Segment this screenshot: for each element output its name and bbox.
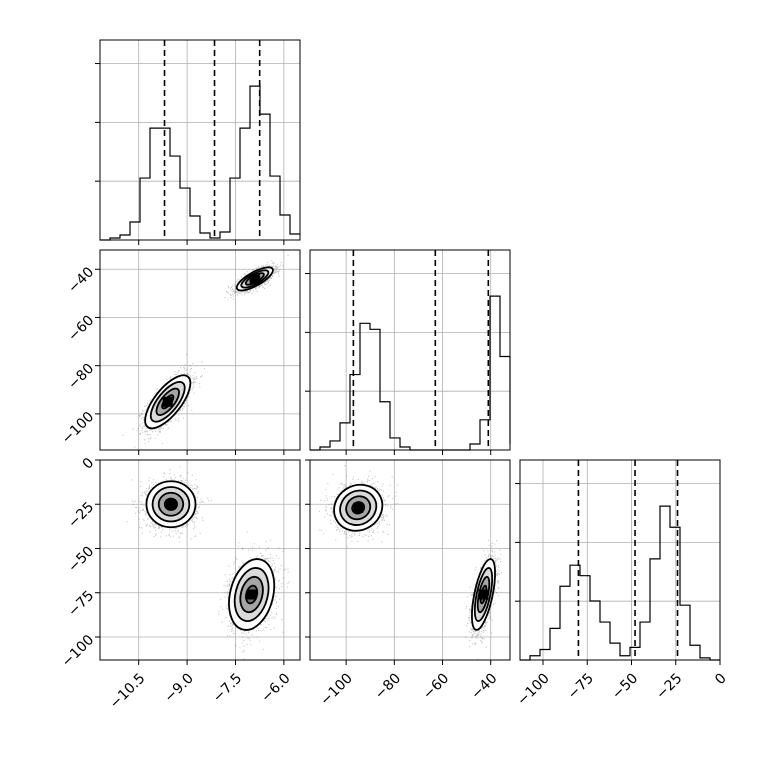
- y-tick-label: −25: [65, 499, 97, 531]
- histogram-panel-2: −100 −75 −50 −25 0: [514, 459, 730, 709]
- x-tick-label: −10.5: [107, 670, 149, 712]
- density-peak: [246, 589, 257, 600]
- scatter-panel-0-1: −100 −80 −60 −40: [59, 249, 301, 455]
- cluster-1: [224, 254, 289, 300]
- histogram-step: [310, 295, 511, 451]
- scatter-panel-1-2: −100 −80 −60 −40: [305, 459, 511, 709]
- scatter-panel-0-2: −10.5 −9.0 −7.5 −6.0 −100 −75 −50 −25 0: [59, 455, 301, 712]
- scatter-points: [122, 354, 205, 448]
- y-tick-label: −60: [65, 312, 97, 344]
- x-tick-label: −6.0: [258, 670, 293, 705]
- x-tick-label: −25: [653, 670, 685, 702]
- x-tick-label: −50: [609, 670, 641, 702]
- scatter-contents: [126, 466, 290, 660]
- x-tick-label: −100: [514, 670, 553, 709]
- y-tick-label: −75: [65, 588, 97, 620]
- x-tick-label: −75: [565, 670, 597, 702]
- x-tick-label: −7.5: [210, 670, 245, 705]
- density-peak: [478, 589, 489, 600]
- x-tick-label: −60: [420, 670, 452, 702]
- panel-frame: [99, 39, 301, 241]
- y-tick-label: −80: [65, 361, 97, 393]
- y-tick-label: 0: [80, 455, 98, 473]
- cluster-1: [465, 539, 502, 660]
- histogram-step: [520, 505, 720, 661]
- panel-frame: [309, 249, 511, 451]
- x-tick-label: 0: [712, 670, 730, 688]
- x-tick-label: −80: [372, 670, 404, 702]
- x-tick-label: −40: [468, 670, 500, 702]
- panel-frame: [519, 459, 721, 661]
- panel-frame: [99, 459, 301, 661]
- cluster-1: [218, 531, 290, 660]
- x-tick-label: −100: [317, 670, 356, 709]
- scatter-contents: [122, 254, 289, 448]
- density-peak: [165, 499, 176, 510]
- histogram-panel-0: [95, 39, 301, 245]
- cluster-0: [318, 465, 399, 548]
- y-tick-label: −50: [65, 543, 97, 575]
- x-tick-label: −9.0: [161, 670, 196, 705]
- density-peak: [249, 273, 260, 284]
- panel-frame: [99, 249, 301, 451]
- density-peak: [353, 502, 364, 513]
- histogram-panel-1: [305, 249, 511, 455]
- panel-frame: [309, 459, 511, 661]
- y-tick-label: −40: [65, 264, 97, 296]
- cluster-0: [126, 466, 213, 543]
- y-tick-label: −100: [59, 632, 98, 671]
- scatter-contents: [318, 465, 502, 660]
- cluster-0: [122, 354, 205, 448]
- density-peak: [162, 396, 173, 407]
- y-tick-label: −100: [59, 409, 98, 448]
- histogram-step: [100, 85, 300, 241]
